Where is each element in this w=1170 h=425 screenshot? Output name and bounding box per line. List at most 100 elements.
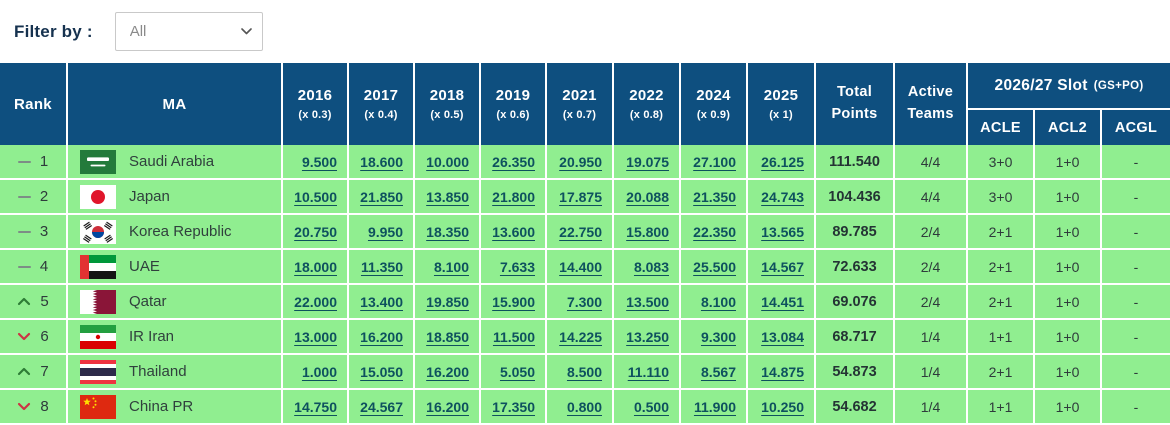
points-link[interactable]: 21.800 (492, 188, 535, 205)
points-link[interactable]: 8.500 (566, 363, 602, 380)
points-link[interactable]: 13.250 (626, 328, 669, 345)
points-link[interactable]: 27.100 (693, 153, 736, 170)
points-cell-2024: 22.350 (681, 215, 748, 248)
points-link[interactable]: 10.250 (761, 398, 804, 415)
total-points: 69.076 (816, 285, 895, 318)
points-link[interactable]: 18.600 (360, 153, 403, 170)
column-header-2019: 2019 (x 0.6) (481, 63, 547, 145)
points-link[interactable]: 24.743 (761, 188, 804, 205)
points-link[interactable]: 10.000 (426, 153, 469, 170)
slot-acle: 2+1 (968, 215, 1035, 248)
points-link[interactable]: 20.750 (294, 223, 337, 240)
country-name: UAE (129, 258, 160, 275)
points-link[interactable]: 9.950 (367, 223, 403, 240)
rank-number: 4 (39, 258, 49, 275)
points-link[interactable]: 1.000 (301, 363, 337, 380)
total-points: 72.633 (816, 250, 895, 283)
points-link[interactable]: 11.110 (627, 363, 669, 380)
points-link[interactable]: 13.084 (761, 328, 804, 345)
points-link[interactable]: 0.800 (566, 398, 602, 415)
points-link[interactable]: 22.000 (294, 293, 337, 310)
flag-japan (80, 184, 116, 209)
points-link[interactable]: 5.050 (499, 363, 535, 380)
points-link[interactable]: 11.500 (492, 328, 535, 345)
points-link[interactable]: 8.567 (700, 363, 736, 380)
slot-acgl: - (1133, 153, 1139, 170)
points-link[interactable]: 24.567 (360, 398, 403, 415)
points-link[interactable]: 11.900 (693, 398, 736, 415)
points-link[interactable]: 22.750 (559, 223, 602, 240)
points-link[interactable]: 14.225 (559, 328, 602, 345)
points-link[interactable]: 21.350 (693, 188, 736, 205)
points-cell-2017: 18.600 (349, 145, 415, 178)
points-link[interactable]: 13.850 (426, 188, 469, 205)
points-link[interactable]: 0.500 (633, 398, 669, 415)
ma-cell: UAE (68, 250, 283, 283)
points-link[interactable]: 14.750 (294, 398, 337, 415)
points-link[interactable]: 17.875 (559, 188, 602, 205)
points-link[interactable]: 14.451 (761, 293, 804, 310)
points-link[interactable]: 7.300 (566, 293, 602, 310)
points-link[interactable]: 22.350 (693, 223, 736, 240)
points-link[interactable]: 16.200 (426, 398, 469, 415)
points-cell-2017: 16.200 (349, 320, 415, 353)
slot-acgl: - (1133, 293, 1139, 310)
points-link[interactable]: 26.350 (492, 153, 535, 170)
points-link[interactable]: 8.100 (700, 293, 736, 310)
points-link[interactable]: 7.633 (499, 258, 535, 275)
ma-header-label: MA (162, 95, 187, 113)
slot-acle: 1+1 (968, 320, 1035, 353)
points-link[interactable]: 13.500 (626, 293, 669, 310)
column-header-2017: 2017 (x 0.4) (349, 63, 415, 145)
points-cell-2025: 14.451 (748, 285, 816, 318)
points-link[interactable]: 9.500 (301, 153, 337, 170)
points-link[interactable]: 20.950 (559, 153, 602, 170)
filter-bar: Filter by : All (0, 0, 1170, 63)
points-link[interactable]: 19.075 (626, 153, 669, 170)
country-name: IR Iran (129, 328, 175, 345)
points-cell-2019: 21.800 (481, 180, 547, 213)
points-link[interactable]: 25.500 (693, 258, 736, 275)
points-link[interactable]: 15.900 (492, 293, 535, 310)
active-teams: 1/4 (895, 320, 968, 353)
points-link[interactable]: 16.200 (426, 363, 469, 380)
points-link[interactable]: 13.565 (761, 223, 804, 240)
points-link[interactable]: 14.567 (761, 258, 804, 275)
points-link[interactable]: 9.300 (700, 328, 736, 345)
points-link[interactable]: 13.000 (294, 328, 337, 345)
points-cell-2025: 24.743 (748, 180, 816, 213)
points-link[interactable]: 16.200 (360, 328, 403, 345)
filter-select[interactable]: All (114, 12, 263, 51)
points-link[interactable]: 18.000 (294, 258, 337, 275)
points-link[interactable]: 8.083 (633, 258, 669, 275)
points-link[interactable]: 10.500 (294, 188, 337, 205)
points-link[interactable]: 14.875 (761, 363, 804, 380)
points-link[interactable]: 13.400 (360, 293, 403, 310)
points-link[interactable]: 20.088 (626, 188, 669, 205)
points-link[interactable]: 26.125 (761, 153, 804, 170)
points-cell-2024: 9.300 (681, 320, 748, 353)
points-link[interactable]: 19.850 (426, 293, 469, 310)
points-link[interactable]: 15.050 (360, 363, 403, 380)
points-cell-2016: 20.750 (283, 215, 349, 248)
slot-acl2: 1+0 (1035, 145, 1102, 178)
filter-dropdown[interactable]: All (114, 12, 263, 51)
points-cell-2025: 14.567 (748, 250, 816, 283)
points-link[interactable]: 18.850 (426, 328, 469, 345)
points-cell-2025: 10.250 (748, 390, 816, 423)
rank-cell: 5 (0, 285, 68, 318)
points-link[interactable]: 18.350 (426, 223, 469, 240)
points-link[interactable]: 21.850 (360, 188, 403, 205)
points-link[interactable]: 11.350 (360, 258, 403, 275)
rank-header-label: Rank (14, 95, 52, 113)
active-teams: 2/4 (895, 215, 968, 248)
points-link[interactable]: 8.100 (433, 258, 469, 275)
points-link[interactable]: 17.350 (492, 398, 535, 415)
points-link[interactable]: 13.600 (492, 223, 535, 240)
total-points: 54.682 (816, 390, 895, 423)
country-name: Korea Republic (129, 223, 232, 240)
points-link[interactable]: 15.800 (626, 223, 669, 240)
points-link[interactable]: 14.400 (559, 258, 602, 275)
rank-cell: 2 (0, 180, 68, 213)
points-cell-2021: 14.225 (547, 320, 614, 353)
